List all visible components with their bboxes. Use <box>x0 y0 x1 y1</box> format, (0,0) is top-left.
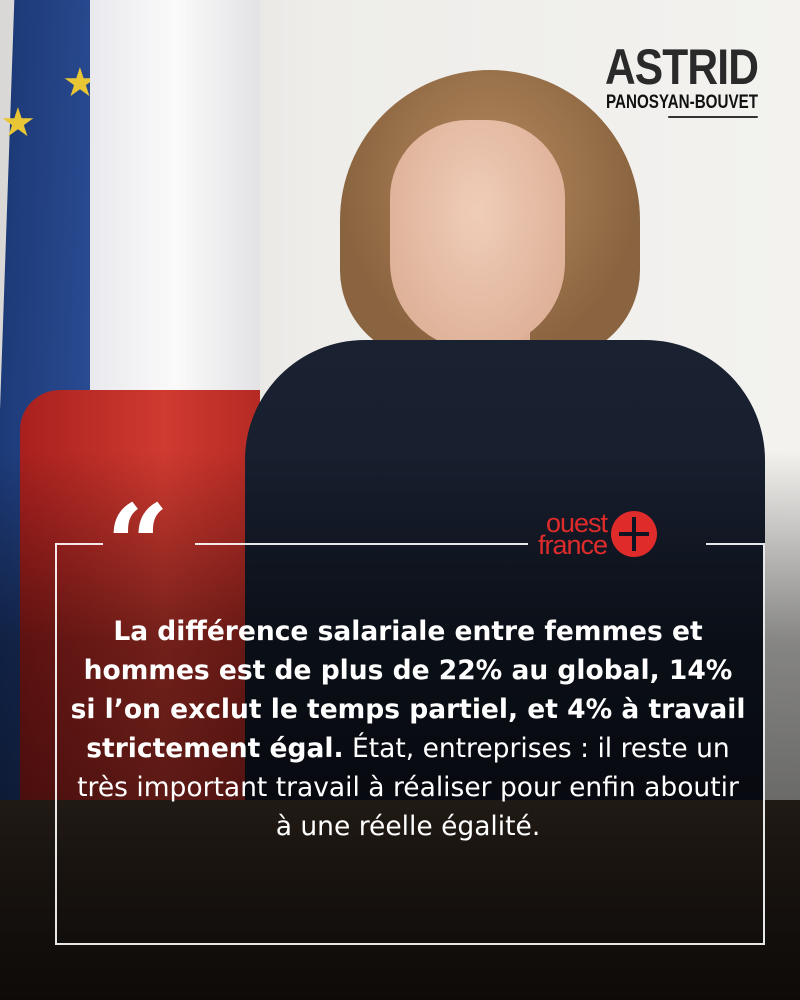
french-flag-white <box>90 0 260 420</box>
ouest-france-emblem-icon <box>611 511 658 557</box>
quote-frame <box>55 543 765 945</box>
logo-last-name: PANOSYAN-BOUVET <box>605 92 758 113</box>
frame-top-line <box>706 543 763 545</box>
name-logo: ASTRID PANOSYAN-BOUVET <box>568 39 759 118</box>
ouest-france-logo: ouest france <box>538 508 658 560</box>
logo-first-name: ASTRID <box>604 39 759 95</box>
person-face <box>390 120 565 350</box>
logo-underline <box>668 116 758 118</box>
dark-overlay <box>0 450 800 1000</box>
quote-bold: La différence salariale entre femmes et … <box>70 616 746 764</box>
frame-top-line <box>55 543 103 545</box>
quote-icon: “ <box>106 480 170 609</box>
quote-regular: État, entreprises : il reste un très imp… <box>77 733 739 842</box>
ouest-france-line2: france <box>538 530 608 560</box>
ouest-france-line1: ouest <box>545 508 608 538</box>
star-icon: ★ <box>0 100 36 146</box>
quote-text: La différence salariale entre femmes et … <box>70 612 746 846</box>
frame-top-line <box>195 543 528 545</box>
